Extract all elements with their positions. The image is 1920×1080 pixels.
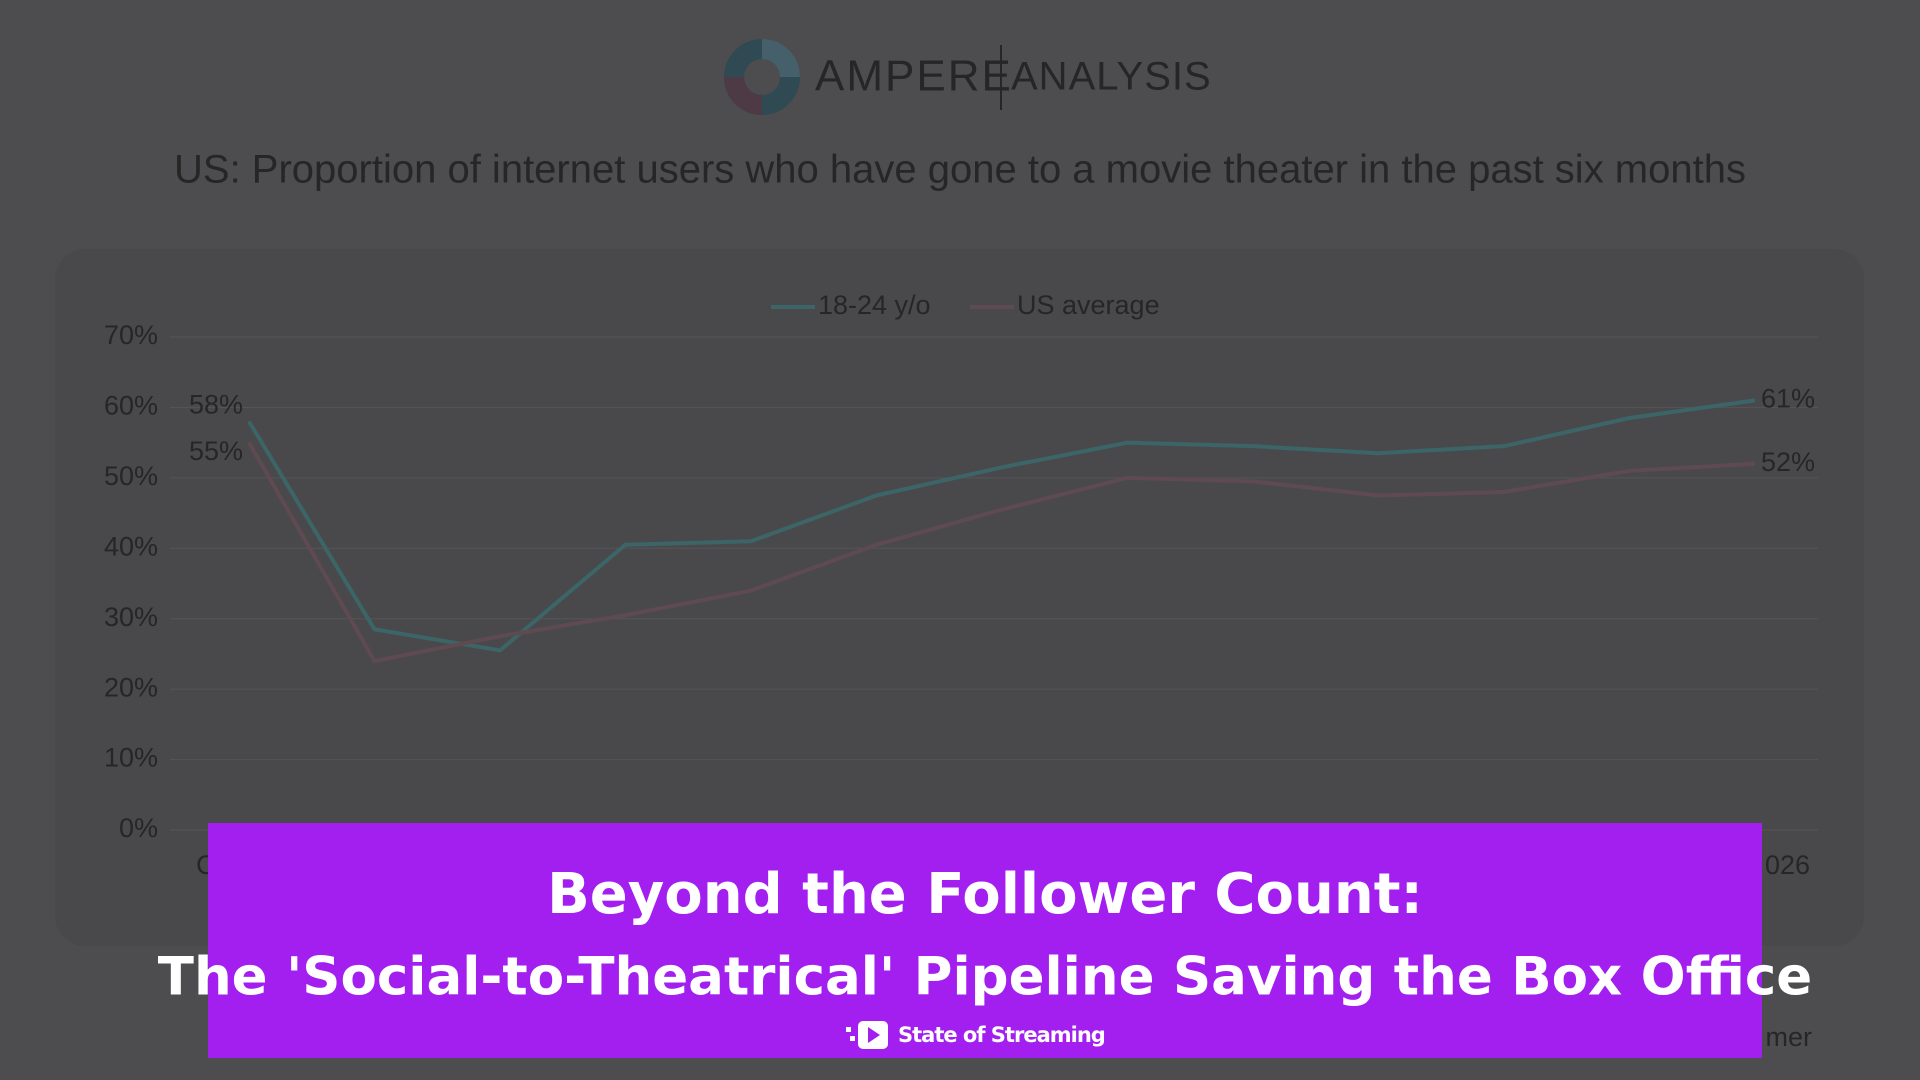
banner-brand: State of Streaming (898, 1023, 1105, 1047)
footnote: mer (1766, 1022, 1813, 1052)
series-line (247, 398, 1756, 653)
chart-title: US: Proportion of internet users who hav… (174, 148, 1746, 192)
logo-suffix: ANALYSIS (1011, 55, 1212, 99)
chart-card (55, 249, 1864, 946)
logo-brand: AMPERE (815, 52, 1013, 101)
logo-segment (761, 39, 800, 78)
banner: Beyond the Follower Count: The 'Social-t… (158, 823, 1812, 1058)
banner-line: The 'Social-to-Theatrical' Pipeline Savi… (158, 947, 1812, 1008)
x-tick-label: 026 (1765, 850, 1810, 880)
data-label: 52% (1761, 447, 1815, 477)
y-tick-label: 20% (104, 672, 158, 702)
logo: AMPERE ANALYSIS (724, 39, 1212, 115)
brand-icon-dot (850, 1036, 855, 1041)
y-tick-label: 70% (104, 320, 158, 350)
legend-label: 18-24 y/o (818, 290, 931, 320)
y-tick-label: 30% (104, 602, 158, 632)
logo-segment (724, 76, 763, 115)
legend-label: US average (1017, 290, 1160, 320)
data-label: 55% (189, 436, 243, 466)
banner-line: Beyond the Follower Count: (547, 862, 1423, 927)
y-tick-label: 10% (104, 743, 158, 773)
banner-bg (208, 823, 1762, 1058)
y-tick-label: 50% (104, 461, 158, 491)
y-tick-label: 40% (104, 531, 158, 561)
data-label: 61% (1761, 384, 1815, 414)
brand-icon-play (868, 1027, 880, 1043)
series-line (247, 441, 1756, 664)
data-label: 58% (189, 390, 243, 420)
y-tick-label: 0% (119, 813, 158, 843)
brand-icon-dot (846, 1027, 851, 1032)
y-tick-label: 60% (104, 391, 158, 421)
